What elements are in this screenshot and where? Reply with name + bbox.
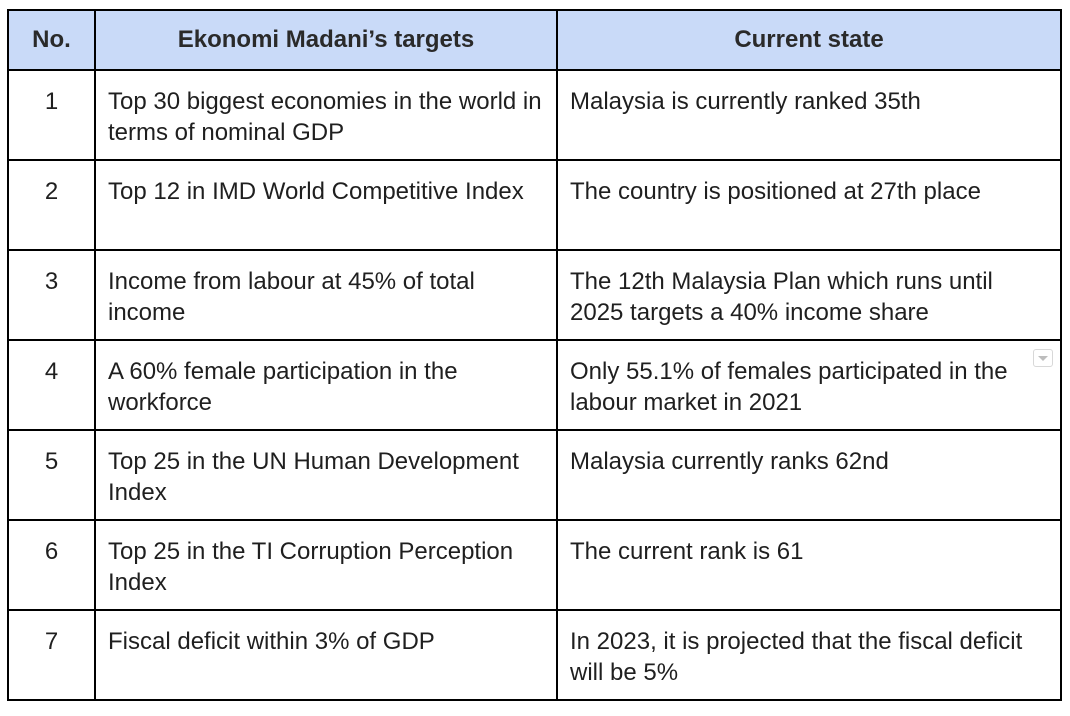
row-current-state: The 12th Malaysia Plan which runs until … xyxy=(556,249,1062,341)
table-row: 2 Top 12 in IMD World Competitive Index … xyxy=(7,159,1062,251)
row-number: 6 xyxy=(7,519,96,611)
targets-table: No. Ekonomi Madani’s targets Current sta… xyxy=(7,9,1062,701)
cell-dropdown-arrow-icon[interactable] xyxy=(1033,349,1053,367)
header-targets: Ekonomi Madani’s targets xyxy=(94,9,558,71)
header-current-state: Current state xyxy=(556,9,1062,71)
row-target: Top 30 biggest economies in the world in… xyxy=(94,69,558,161)
row-number: 1 xyxy=(7,69,96,161)
table-row: 5 Top 25 in the UN Human Development Ind… xyxy=(7,429,1062,521)
row-current-state: The country is positioned at 27th place xyxy=(556,159,1062,251)
row-number: 5 xyxy=(7,429,96,521)
table-row: 3 Income from labour at 45% of total inc… xyxy=(7,249,1062,341)
row-target: Top 25 in the TI Corruption Perception I… xyxy=(94,519,558,611)
row-number: 2 xyxy=(7,159,96,251)
row-current-state: In 2023, it is projected that the fiscal… xyxy=(556,609,1062,701)
row-current-state: The current rank is 61 xyxy=(556,519,1062,611)
row-target: A 60% female participation in the workfo… xyxy=(94,339,558,431)
table-row: 1 Top 30 biggest economies in the world … xyxy=(7,69,1062,161)
row-number: 3 xyxy=(7,249,96,341)
table-row: 6 Top 25 in the TI Corruption Perception… xyxy=(7,519,1062,611)
row-target: Top 25 in the UN Human Development Index xyxy=(94,429,558,521)
row-target: Income from labour at 45% of total incom… xyxy=(94,249,558,341)
row-number: 7 xyxy=(7,609,96,701)
targets-table-container: No. Ekonomi Madani’s targets Current sta… xyxy=(7,9,1062,701)
header-no: No. xyxy=(7,9,96,71)
row-target: Top 12 in IMD World Competitive Index xyxy=(94,159,558,251)
row-current-state: Malaysia is currently ranked 35th xyxy=(556,69,1062,161)
row-target: Fiscal deficit within 3% of GDP xyxy=(94,609,558,701)
table-row: 7 Fiscal deficit within 3% of GDP In 202… xyxy=(7,609,1062,701)
table-row: 4 A 60% female participation in the work… xyxy=(7,339,1062,431)
row-current-state: Malaysia currently ranks 62nd xyxy=(556,429,1062,521)
table-header-row: No. Ekonomi Madani’s targets Current sta… xyxy=(7,9,1062,71)
row-number: 4 xyxy=(7,339,96,431)
row-current-state: Only 55.1% of females participated in th… xyxy=(556,339,1062,431)
